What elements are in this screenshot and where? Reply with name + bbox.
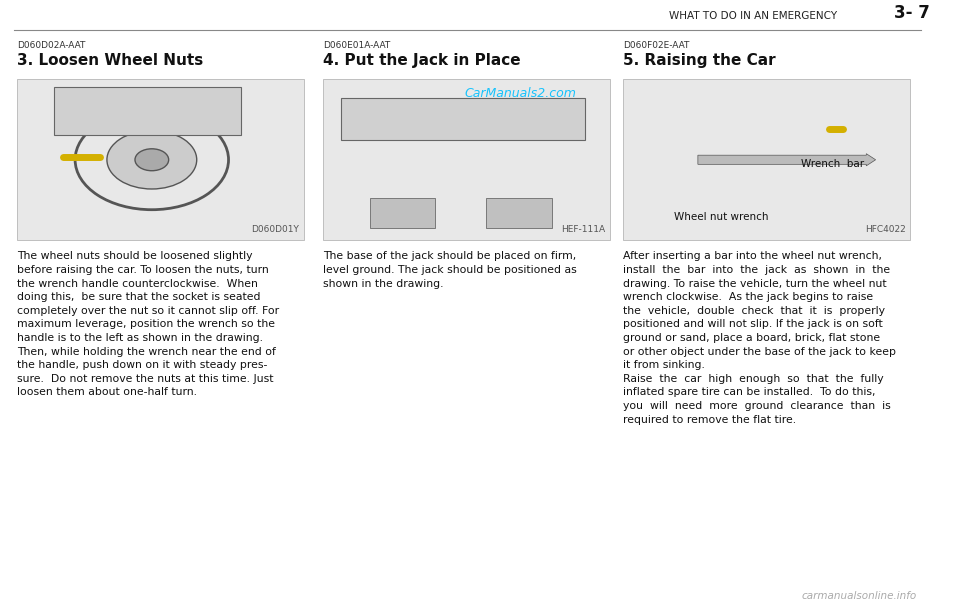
Text: Wheel nut wrench: Wheel nut wrench [675, 212, 769, 222]
Text: 3- 7: 3- 7 [895, 4, 930, 23]
Text: carmanualsonline.info: carmanualsonline.info [802, 591, 917, 601]
Text: Wrench  bar: Wrench bar [801, 159, 864, 170]
Circle shape [107, 130, 197, 189]
FancyBboxPatch shape [17, 79, 304, 241]
Text: D060F02E-AAT: D060F02E-AAT [623, 40, 689, 50]
Text: The base of the jack should be placed on firm,
level ground. The jack should be : The base of the jack should be placed on… [323, 252, 577, 289]
Text: D060D02A-AAT: D060D02A-AAT [17, 40, 85, 50]
Bar [370, 198, 435, 228]
Bar [487, 198, 552, 228]
Bar [342, 98, 585, 140]
Text: 3. Loosen Wheel Nuts: 3. Loosen Wheel Nuts [17, 53, 204, 68]
Text: After inserting a bar into the wheel nut wrench,
install  the  bar  into  the  j: After inserting a bar into the wheel nut… [623, 252, 896, 425]
Circle shape [135, 149, 169, 171]
Text: D060D01Y: D060D01Y [252, 225, 300, 234]
Bar [55, 87, 241, 135]
Text: HEF-111A: HEF-111A [562, 225, 605, 234]
FancyBboxPatch shape [323, 79, 610, 241]
FancyBboxPatch shape [623, 79, 910, 241]
Text: D060E01A-AAT: D060E01A-AAT [323, 40, 390, 50]
Text: 4. Put the Jack in Place: 4. Put the Jack in Place [323, 53, 520, 68]
FancyArrow shape [698, 154, 876, 166]
Text: HFC4022: HFC4022 [865, 225, 905, 234]
Text: CarManuals2.com: CarManuals2.com [465, 86, 577, 100]
Text: 5. Raising the Car: 5. Raising the Car [623, 53, 776, 68]
Text: The wheel nuts should be loosened slightly
before raising the car. To loosen the: The wheel nuts should be loosened slight… [17, 252, 279, 397]
Text: WHAT TO DO IN AN EMERGENCY: WHAT TO DO IN AN EMERGENCY [669, 11, 837, 21]
